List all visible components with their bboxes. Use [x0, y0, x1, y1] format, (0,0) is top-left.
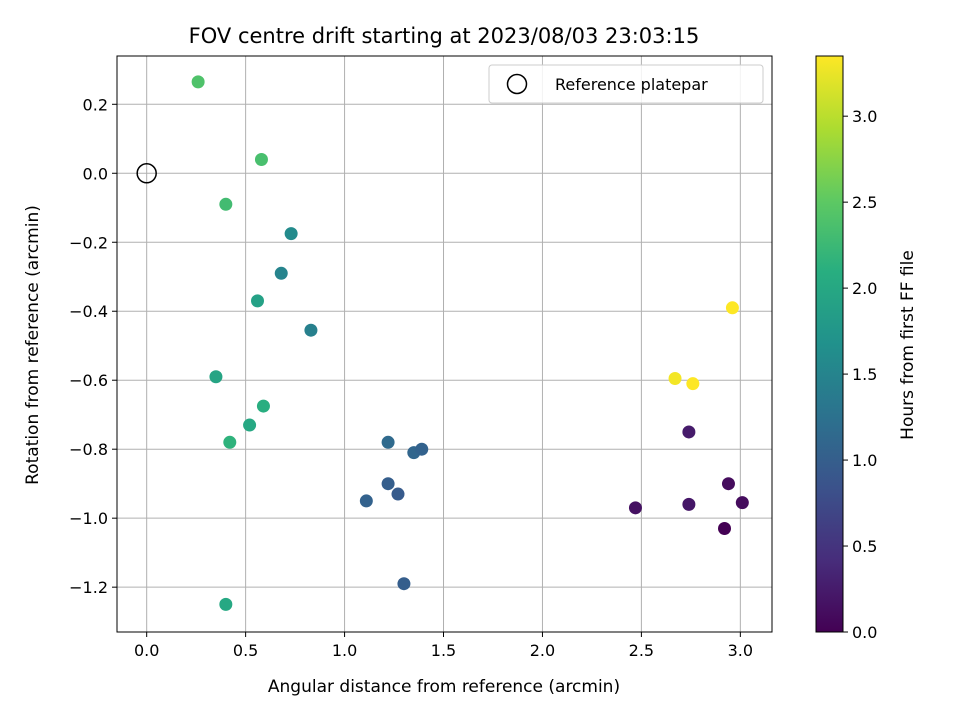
data-point — [191, 75, 205, 89]
data-point — [243, 418, 257, 432]
data-point — [391, 487, 405, 501]
data-point — [219, 597, 233, 611]
colorbar: 0.0 0.5 1.0 1.5 2.0 2.5 3.0 Hours from first F… — [815, 55, 918, 642]
legend-marker — [506, 73, 528, 95]
x-tick-label: 0.5 — [233, 641, 258, 660]
x-tick-label: 3.0 — [728, 641, 753, 660]
data-point — [209, 370, 223, 384]
y-tick-label: −1.0 — [69, 509, 108, 528]
x-tick-label: 2.5 — [629, 641, 654, 660]
colorbar-label: Hours from first FF file — [898, 250, 918, 440]
colorbar-tick-label: 1.0 — [852, 451, 877, 470]
data-point — [668, 371, 682, 385]
data-point — [359, 494, 373, 508]
data-point — [628, 501, 642, 515]
x-axis-label: Angular distance from reference (arcmin) — [268, 677, 620, 697]
data-point — [686, 377, 700, 391]
reference-point-marker — [136, 163, 157, 184]
y-axis-ticks: 0.2 0.0 −0.2 −0.4 −0.6 −0.8 −1.0 −1.2 — [69, 95, 117, 597]
chart-title: FOV centre drift starting at 2023/08/03 … — [189, 24, 700, 48]
data-point — [397, 577, 411, 591]
colorbar-tick-label: 3.0 — [852, 107, 877, 126]
y-tick-label: −0.4 — [69, 302, 108, 321]
data-point — [250, 294, 264, 308]
colorbar-tick-label: 2.5 — [852, 193, 877, 212]
colorbar-tick-label: 0.5 — [852, 537, 877, 556]
x-tick-label: 1.0 — [332, 641, 357, 660]
grid-lines — [117, 56, 772, 632]
data-point — [415, 442, 429, 456]
x-tick-label: 2.0 — [530, 641, 555, 660]
data-point — [254, 152, 268, 166]
colorbar-ticks: 0.0 0.5 1.0 1.5 2.0 2.5 3.0 — [843, 107, 877, 642]
data-point — [223, 435, 237, 449]
data-point — [682, 425, 696, 439]
y-tick-label: 0.2 — [83, 95, 108, 114]
legend: Reference platepar — [488, 64, 764, 104]
y-axis-label: Rotation from reference (arcmin) — [23, 205, 43, 485]
data-point — [256, 399, 270, 413]
y-tick-label: −1.2 — [69, 578, 108, 597]
colorbar-tick-label: 0.0 — [852, 623, 877, 642]
data-point — [682, 497, 696, 511]
x-tick-label: 1.5 — [431, 641, 456, 660]
data-point — [304, 323, 318, 337]
plot-frame — [116, 55, 773, 633]
data-point — [735, 496, 749, 510]
data-point — [718, 522, 732, 536]
y-tick-label: −0.2 — [69, 233, 108, 252]
data-point — [381, 477, 395, 491]
data-point — [219, 197, 233, 211]
colorbar-gradient — [815, 55, 844, 633]
legend-box — [488, 64, 764, 104]
data-points — [191, 75, 749, 611]
data-point — [284, 227, 298, 241]
x-tick-label: 0.0 — [134, 641, 159, 660]
data-point — [381, 435, 395, 449]
colorbar-tick-label: 1.5 — [852, 365, 877, 384]
data-point — [721, 477, 735, 491]
data-point — [725, 301, 739, 315]
x-axis-ticks: 0.0 0.5 1.0 1.5 2.0 2.5 3.0 — [134, 632, 753, 660]
colorbar-tick-label: 2.0 — [852, 279, 877, 298]
legend-label: Reference platepar — [555, 75, 708, 94]
y-tick-label: 0.0 — [83, 164, 108, 183]
y-tick-label: −0.6 — [69, 371, 108, 390]
y-tick-label: −0.8 — [69, 440, 108, 459]
data-point — [274, 266, 288, 280]
